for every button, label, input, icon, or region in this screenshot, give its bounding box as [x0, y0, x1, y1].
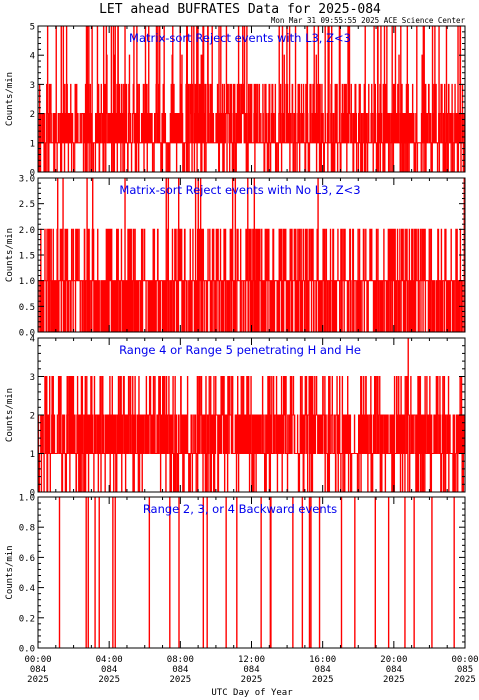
x-tick-label-time: 12:00: [238, 655, 265, 665]
y-tick-label: 0.5: [19, 303, 35, 313]
panel-title: Range 2, 3, or 4 Backward events: [143, 502, 337, 516]
panel-3: 0 1 2 3 4 Counts/min Range 4 or Range 5 penetr…: [5, 335, 466, 499]
y-tick-label: 1.5: [19, 252, 35, 262]
x-tick-label-year: 2025: [241, 675, 263, 685]
x-tick-label-year: 2025: [27, 675, 49, 685]
y-tick-label: 0.2: [19, 614, 35, 624]
x-tick-label-doy: 084: [101, 665, 117, 675]
y-tick-label: 3.0: [19, 175, 35, 185]
y-axis-label: Counts/min: [5, 228, 15, 282]
x-tick-labels: 00:00084202504:00084202508:00084202512:0…: [24, 655, 478, 685]
y-tick-label: 0: [30, 169, 35, 179]
x-tick-label-doy: 084: [386, 665, 402, 675]
x-tick-label-time: 00:00: [24, 655, 51, 665]
y-tick-label: 3: [30, 81, 35, 91]
y-tick-label: 0.6: [19, 554, 35, 564]
panel-2: 0.0 0.5 1.0 1.5 2.0 2.5 3.0 Counts/min Matrix-so…: [5, 175, 466, 339]
y-tick-label: 2.5: [19, 200, 35, 210]
y-axis-label: Counts/min: [5, 72, 15, 126]
y-tick-label: 3: [30, 373, 35, 383]
y-tick-label: 2: [30, 412, 35, 422]
y-tick-label: 1.0: [19, 494, 35, 504]
panel-title: Matrix-sort Reject events with No L3, Z<…: [119, 183, 360, 197]
x-tick-label-year: 2025: [312, 675, 334, 685]
y-tick-label: 4: [30, 52, 35, 62]
y-tick-label: 2.0: [19, 226, 35, 236]
panel-1: 0 1 2 3 4 5 Counts/min Matrix-sort Reject event…: [5, 23, 466, 179]
panel-title: Range 4 or Range 5 penetrating H and He: [119, 343, 361, 357]
y-tick-label: 1: [30, 139, 35, 149]
series-line: [38, 25, 466, 173]
x-tick-label-doy: 084: [30, 665, 46, 675]
x-tick-label-year: 2025: [169, 675, 191, 685]
y-tick-label: 0.8: [19, 524, 35, 534]
y-axis-label: Counts/min: [5, 388, 15, 442]
y-tick-label: 0.0: [19, 329, 35, 339]
series-line: [37, 337, 466, 493]
x-tick-label-doy: 084: [172, 665, 188, 675]
x-tick-label-year: 2025: [383, 675, 405, 685]
y-tick-label: 1.0: [19, 277, 35, 287]
x-tick-label-year: 2025: [98, 675, 120, 685]
x-tick-label-time: 20:00: [380, 655, 407, 665]
panel-4: 0.0 0.2 0.4 0.6 0.8 1.0 Counts/min Range 2, 3, …: [5, 494, 466, 655]
series-line: [38, 496, 465, 649]
y-tick-label: 0: [30, 489, 35, 499]
x-tick-label-time: 00:00: [451, 655, 478, 665]
y-tick-label: 5: [30, 23, 35, 33]
plot-frame: [37, 496, 466, 649]
x-tick-label-doy: 084: [243, 665, 259, 675]
x-tick-label-time: 04:00: [96, 655, 123, 665]
chart-title: LET ahead BUFRATES Data for 2025-084: [99, 2, 381, 17]
timestamp: Mon Mar 31 09:55:55 2025 ACE Science Cen…: [271, 16, 466, 25]
y-axis-label: Counts/min: [5, 545, 15, 599]
x-tick-label-time: 16:00: [309, 655, 336, 665]
panels: 0 1 2 3 4 5 Counts/min Matrix-sort Reject event…: [5, 23, 479, 686]
y-tick-label: 0.4: [19, 584, 35, 594]
x-axis-label: UTC Day of Year: [211, 688, 293, 698]
x-tick-label-doy: 085: [457, 665, 473, 675]
x-tick-label-doy: 084: [315, 665, 331, 675]
x-tick-label-time: 08:00: [167, 655, 194, 665]
y-tick-label: 2: [30, 110, 35, 120]
y-tick-label: 4: [30, 335, 35, 345]
y-tick-label: 1: [30, 450, 35, 460]
panel-title: Matrix-sort Reject events with L3, Z<3: [129, 31, 351, 45]
series-line: [37, 177, 466, 333]
x-tick-label-year: 2025: [454, 675, 476, 685]
y-tick-label: 0.0: [19, 645, 35, 655]
